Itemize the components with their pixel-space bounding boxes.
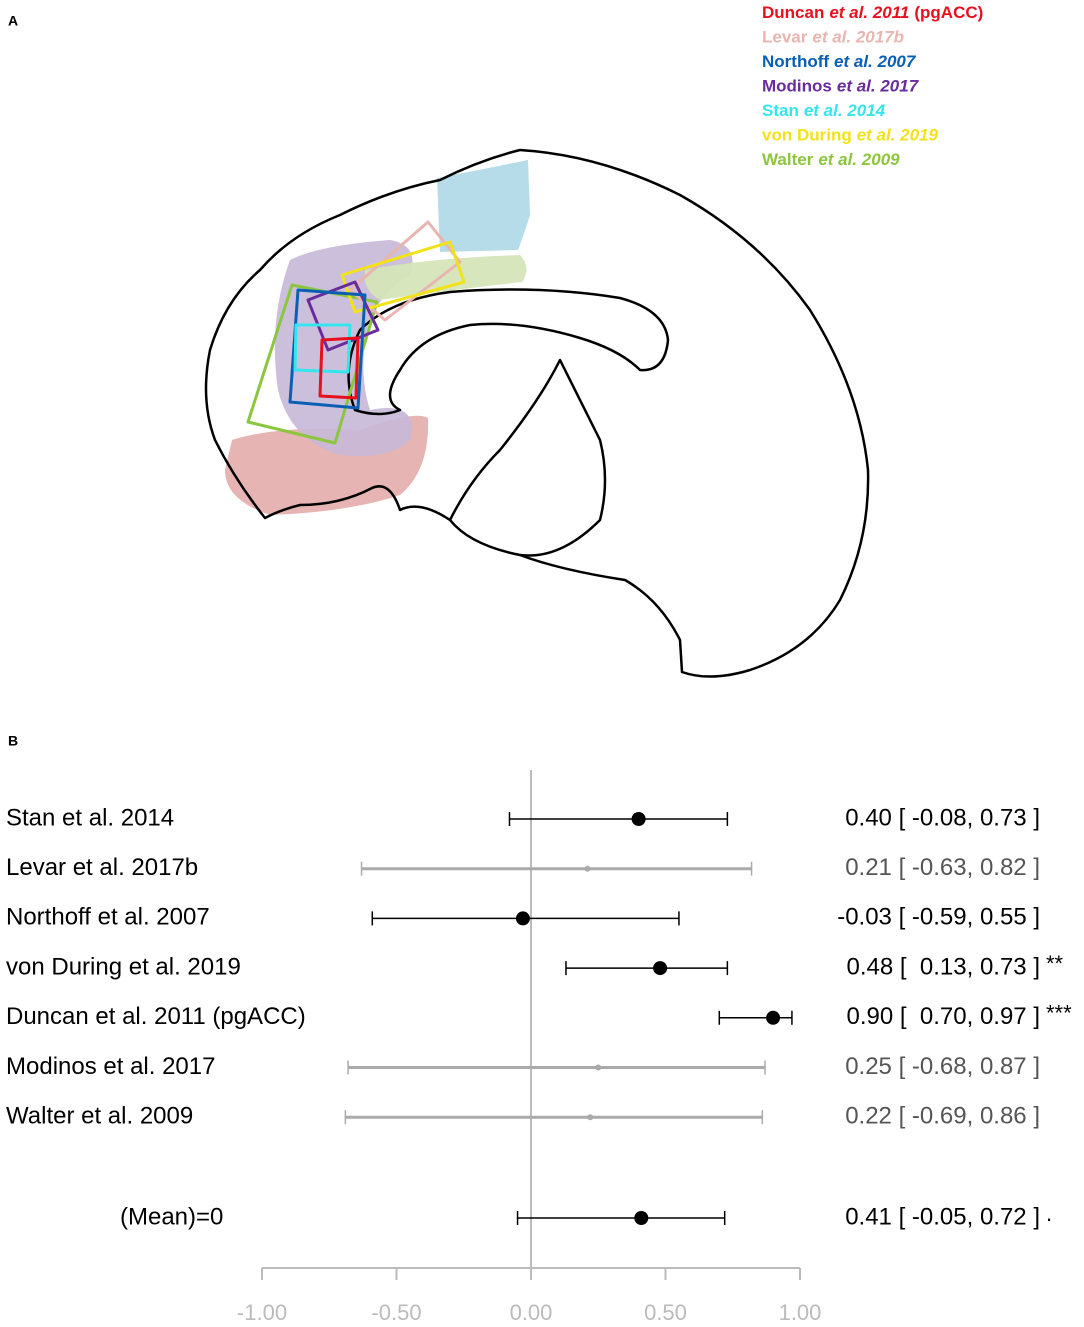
significance: **	[1046, 951, 1064, 976]
legend: Duncan et al. 2011 (pgACC)Levar et al. 2017…	[762, 3, 983, 169]
legend-entry: Levar et al. 2017b	[762, 28, 904, 47]
value-label: 0.21 [ -0.63, 0.82 ]	[845, 854, 1040, 881]
row-label: Duncan et al. 2011 (pgACC)	[6, 1003, 306, 1030]
corpus-callosum	[347, 288, 670, 416]
value-label: 0.40 [ -0.08, 0.73 ]	[845, 804, 1040, 831]
row-label: von During et al. 2019	[6, 953, 241, 980]
legend-text: et al. 2019	[857, 126, 939, 145]
brain-outline	[204, 148, 870, 678]
significance: ***	[1046, 1001, 1072, 1026]
thalamus-line	[448, 358, 607, 557]
roi-modinos	[306, 280, 380, 352]
roi-stan	[293, 323, 352, 374]
legend-text: Modinos	[762, 77, 832, 96]
row-label: Northoff et al. 2007	[6, 904, 210, 931]
estimate-point	[653, 961, 668, 976]
roi-duncan	[318, 336, 360, 400]
legend-text: Stan	[762, 101, 799, 120]
legend-entry: Stan et al. 2014	[762, 101, 886, 120]
estimate-point	[595, 1064, 602, 1071]
roi-von-during	[340, 240, 466, 314]
roi-northoff	[288, 288, 367, 410]
x-tick-label: -1.00	[237, 1300, 287, 1325]
legend-entry: Modinos et al. 2017	[762, 77, 920, 96]
x-tick-label: 0.00	[510, 1300, 553, 1325]
row-label: Modinos et al. 2017	[6, 1053, 215, 1080]
value-label: 0.22 [ -0.69, 0.86 ]	[845, 1103, 1040, 1130]
region-green	[364, 255, 527, 300]
row-label: Walter et al. 2009	[6, 1103, 193, 1130]
legend-entry: von During et al. 2019	[762, 126, 939, 145]
value-label: -0.03 [ -0.59, 0.55 ]	[837, 904, 1040, 931]
panel-label: B	[8, 733, 18, 749]
x-tick-label: 0.50	[644, 1300, 687, 1325]
legend-text: et al. 2014	[804, 101, 886, 120]
x-tick-label: 1.00	[779, 1300, 822, 1325]
estimate-point	[631, 812, 646, 826]
legend-text: et al. 2017	[837, 77, 920, 96]
legend-text: et al. 2007	[834, 52, 917, 71]
legend-text: et al. 2017b	[812, 28, 904, 47]
legend-entry: Walter et al. 2009	[762, 150, 900, 169]
legend-entry: Duncan et al. 2011 (pgACC)	[762, 3, 983, 22]
roi-levar	[348, 220, 462, 322]
value-label: 0.41 [ -0.05, 0.72 ]	[845, 1203, 1040, 1230]
legend-text: (pgACC)	[914, 3, 983, 22]
row-label: (Mean)=0	[120, 1203, 223, 1230]
estimate-point	[634, 1211, 649, 1225]
significance: .	[1046, 1201, 1052, 1226]
legend-text: Northoff	[762, 52, 829, 71]
legend-text: et al. 2009	[818, 150, 900, 169]
estimate-point	[766, 1010, 781, 1025]
value-label: 0.48 [ 0.13, 0.73 ]	[847, 953, 1040, 980]
value-label: 0.25 [ -0.68, 0.87 ]	[845, 1053, 1040, 1080]
legend-text: Duncan	[762, 3, 824, 22]
estimate-point	[584, 865, 591, 872]
legend-text: Walter	[762, 150, 814, 169]
row-label: Levar et al. 2017b	[6, 854, 198, 881]
region-blue	[437, 160, 530, 252]
x-tick-label: -0.50	[371, 1300, 421, 1325]
forest-plot: -1.00 -0.50 0.00 0.50 1.00 Stan et al. 2014 0.…	[6, 770, 1072, 1325]
legend-entry: Northoff et al. 2007	[762, 52, 917, 71]
row-label: Stan et al. 2014	[6, 804, 174, 831]
brain-diagram	[204, 148, 870, 678]
legend-text: von During	[762, 126, 852, 145]
estimate-point	[515, 911, 530, 926]
panel-label: A	[8, 13, 18, 29]
estimate-point	[587, 1114, 594, 1121]
legend-text: Levar	[762, 28, 808, 47]
value-label: 0.90 [ 0.70, 0.97 ]	[847, 1003, 1040, 1030]
legend-text: et al. 2011	[829, 3, 909, 22]
